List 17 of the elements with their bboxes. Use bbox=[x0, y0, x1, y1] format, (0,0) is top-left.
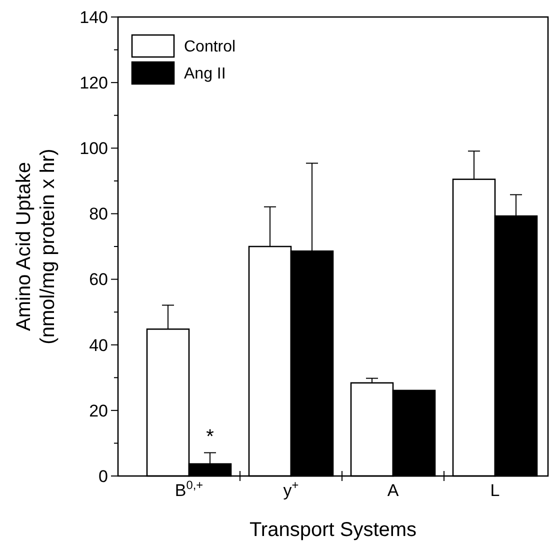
x-tick-label: L bbox=[490, 481, 500, 500]
y-tick-label: 80 bbox=[89, 204, 108, 224]
y-tick-label: 60 bbox=[89, 270, 108, 290]
y-axis-title: Amino Acid Uptake (nmol/mg protein x hr) bbox=[13, 148, 59, 344]
y-tick-label: 120 bbox=[80, 74, 108, 93]
legend-label: Control bbox=[184, 38, 236, 56]
x-axis-title: Transport Systems bbox=[249, 519, 417, 541]
x-tick-label: B$^{0,+}$ bbox=[174, 478, 204, 500]
y-tick-label: 0 bbox=[98, 466, 108, 486]
annotation: * bbox=[206, 426, 214, 448]
y-tick-label: 20 bbox=[89, 401, 108, 420]
y-tick-label: 140 bbox=[80, 8, 108, 27]
y-tick-label: 100 bbox=[80, 139, 108, 158]
y-tick-label: 40 bbox=[89, 336, 108, 355]
x-tick-label: y$^{+}$ bbox=[283, 478, 299, 500]
x-tick-label: A bbox=[387, 481, 400, 500]
legend-label: Ang II bbox=[184, 66, 226, 83]
